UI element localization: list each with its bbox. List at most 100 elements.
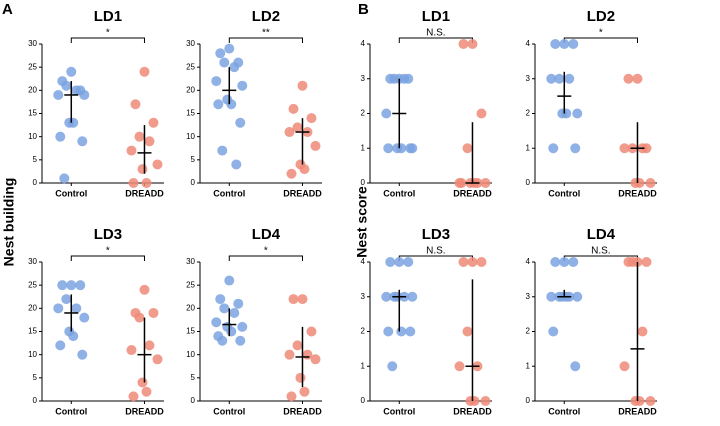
- data-point: [645, 178, 656, 188]
- significance-label: N.S.: [591, 246, 610, 257]
- data-point: [231, 159, 242, 170]
- data-point: [71, 85, 82, 96]
- chart-title: LD4: [252, 226, 281, 243]
- data-point: [306, 113, 317, 124]
- y-tick-label: 4: [526, 39, 531, 48]
- data-point: [284, 127, 295, 138]
- data-point: [53, 303, 64, 314]
- data-point: [546, 73, 557, 84]
- data-point: [634, 396, 645, 406]
- y-tick-label: 20: [186, 303, 195, 312]
- data-point: [75, 280, 86, 291]
- y-tick-label: 4: [361, 257, 366, 266]
- data-point: [68, 331, 79, 342]
- data-point: [295, 372, 306, 383]
- y-tick-label: 15: [186, 109, 195, 118]
- data-point: [632, 73, 643, 84]
- data-point: [55, 340, 66, 351]
- data-point: [77, 349, 88, 360]
- data-point: [79, 312, 90, 323]
- y-tick-label: 30: [28, 257, 37, 266]
- data-point: [288, 294, 299, 305]
- data-point: [229, 307, 240, 318]
- data-point: [299, 386, 310, 397]
- data-point: [217, 335, 228, 346]
- data-point: [71, 303, 82, 314]
- y-tick-label: 25: [28, 62, 37, 71]
- x-tick-label: DREADD: [453, 406, 492, 416]
- data-point: [79, 89, 90, 100]
- y-tick-label: 0: [33, 178, 38, 187]
- data-point: [310, 354, 321, 365]
- y-tick-label: 0: [191, 396, 196, 405]
- data-point: [564, 73, 575, 84]
- data-point: [292, 340, 303, 351]
- y-tick-label: 5: [191, 155, 196, 164]
- x-tick-label: Control: [548, 406, 580, 416]
- chart-title: LD3: [94, 226, 122, 243]
- data-point: [235, 117, 246, 128]
- data-point: [619, 361, 630, 372]
- data-point: [310, 140, 321, 151]
- significance-label: *: [106, 28, 110, 39]
- y-tick-label: 15: [28, 109, 37, 118]
- y-tick-label: 2: [526, 109, 531, 118]
- data-point: [381, 291, 392, 302]
- y-tick-label: 20: [28, 303, 37, 312]
- data-point: [77, 136, 88, 147]
- data-point: [637, 326, 648, 337]
- y-tick-label: 5: [33, 155, 38, 164]
- data-point: [572, 108, 583, 119]
- data-point: [152, 354, 163, 365]
- y-tick-label: 10: [28, 132, 37, 141]
- significance-bracket: [228, 37, 303, 43]
- y-tick-label: 15: [28, 327, 37, 336]
- y-axis-label: Nest building: [1, 178, 17, 267]
- x-tick-label: Control: [383, 188, 415, 198]
- data-point: [381, 108, 392, 119]
- data-point: [148, 117, 159, 128]
- y-tick-label: 4: [526, 257, 531, 266]
- data-point: [292, 122, 303, 133]
- x-tick-label: DREADD: [618, 406, 657, 416]
- y-tick-label: 25: [186, 62, 195, 71]
- data-point: [61, 80, 72, 91]
- data-point: [68, 117, 79, 128]
- data-point: [224, 275, 235, 286]
- x-tick-label: DREADD: [618, 188, 657, 198]
- data-point: [137, 164, 148, 175]
- data-point: [66, 280, 77, 291]
- data-point: [57, 280, 68, 291]
- data-point: [634, 178, 645, 188]
- data-point: [139, 66, 150, 77]
- data-point: [458, 39, 469, 49]
- data-point: [559, 257, 570, 267]
- y-tick-label: 4: [361, 39, 366, 48]
- data-point: [385, 257, 396, 267]
- data-point: [306, 326, 317, 337]
- panel-label: A: [2, 1, 13, 18]
- data-point: [219, 57, 230, 68]
- data-point: [554, 73, 565, 84]
- data-point: [627, 257, 638, 267]
- data-point: [403, 257, 414, 267]
- data-point: [383, 326, 394, 337]
- chart-title: LD4: [587, 226, 616, 243]
- significance-label: *: [599, 28, 603, 39]
- x-tick-label: DREADD: [283, 188, 322, 198]
- significance-bracket: [228, 255, 303, 261]
- data-point: [550, 39, 561, 49]
- y-tick-label: 25: [28, 280, 37, 289]
- y-tick-label: 2: [361, 109, 366, 118]
- y-tick-label: 0: [191, 178, 196, 187]
- data-point: [476, 257, 487, 267]
- data-point: [211, 76, 222, 87]
- data-point: [297, 80, 308, 91]
- y-tick-label: 2: [526, 327, 531, 336]
- data-point: [396, 326, 407, 337]
- chart-title: LD2: [587, 8, 615, 25]
- y-tick-label: 10: [186, 132, 195, 141]
- x-tick-label: DREADD: [125, 188, 164, 198]
- data-point: [286, 168, 297, 179]
